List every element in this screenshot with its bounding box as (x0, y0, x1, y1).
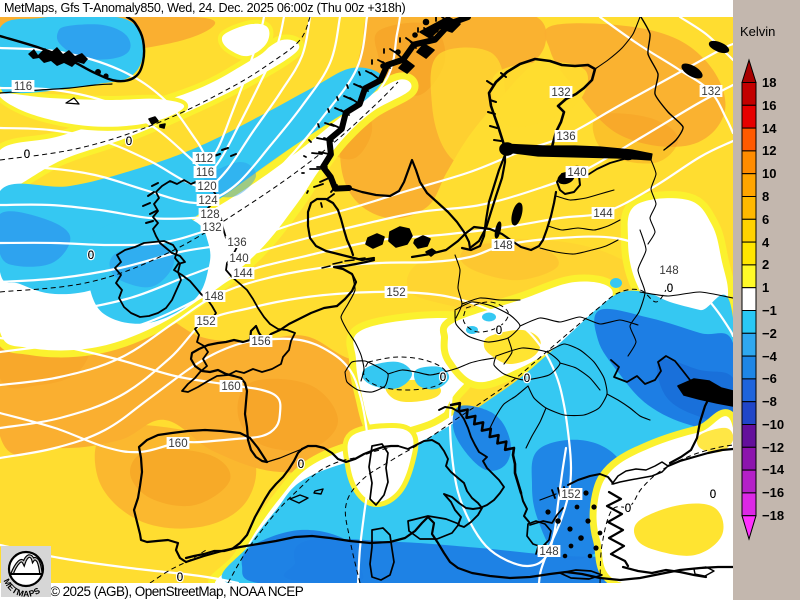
svg-text:144: 144 (233, 268, 253, 280)
svg-text:116: 116 (14, 81, 32, 93)
svg-text:136: 136 (556, 131, 575, 143)
svg-text:0: 0 (298, 459, 304, 471)
svg-text:0: 0 (496, 325, 502, 337)
svg-text:0: 0 (625, 503, 631, 515)
svg-text:120: 120 (197, 181, 216, 193)
svg-text:0: 0 (126, 136, 132, 148)
svg-text:140: 140 (229, 253, 248, 265)
svg-text:0: 0 (710, 489, 716, 501)
svg-text:152: 152 (196, 316, 215, 328)
svg-text:160: 160 (221, 381, 240, 393)
svg-text:0: 0 (24, 149, 30, 161)
svg-text:152: 152 (561, 489, 580, 501)
svg-text:0: 0 (440, 372, 446, 384)
svg-text:0: 0 (126, 136, 132, 148)
svg-text:116: 116 (196, 167, 214, 179)
svg-text:148: 148 (659, 265, 678, 277)
svg-text:0: 0 (88, 250, 94, 262)
svg-text:128: 128 (200, 209, 219, 221)
svg-text:0: 0 (524, 373, 530, 385)
svg-text:0: 0 (524, 373, 530, 385)
svg-text:0: 0 (298, 459, 304, 471)
svg-text:124: 124 (198, 195, 218, 207)
svg-text:140: 140 (567, 167, 586, 179)
svg-text:156: 156 (251, 336, 270, 348)
svg-text:0: 0 (440, 372, 446, 384)
svg-text:132: 132 (701, 86, 720, 98)
svg-text:148: 148 (493, 240, 512, 252)
svg-text:132: 132 (551, 87, 570, 99)
svg-text:112: 112 (195, 153, 213, 165)
svg-text:0: 0 (710, 489, 716, 501)
svg-text:148: 148 (204, 291, 223, 303)
svg-text:0: 0 (667, 283, 673, 295)
svg-text:132: 132 (202, 222, 221, 234)
svg-text:136: 136 (227, 237, 246, 249)
svg-text:0: 0 (177, 572, 183, 584)
svg-text:0: 0 (667, 283, 673, 295)
svg-text:144: 144 (593, 208, 613, 220)
svg-text:0: 0 (24, 149, 30, 161)
svg-text:148: 148 (539, 546, 558, 558)
svg-text:0: 0 (177, 572, 183, 584)
svg-text:0: 0 (625, 503, 631, 515)
svg-text:152: 152 (386, 287, 405, 299)
svg-text:0: 0 (88, 250, 94, 262)
svg-text:160: 160 (168, 438, 187, 450)
svg-text:0: 0 (496, 325, 502, 337)
